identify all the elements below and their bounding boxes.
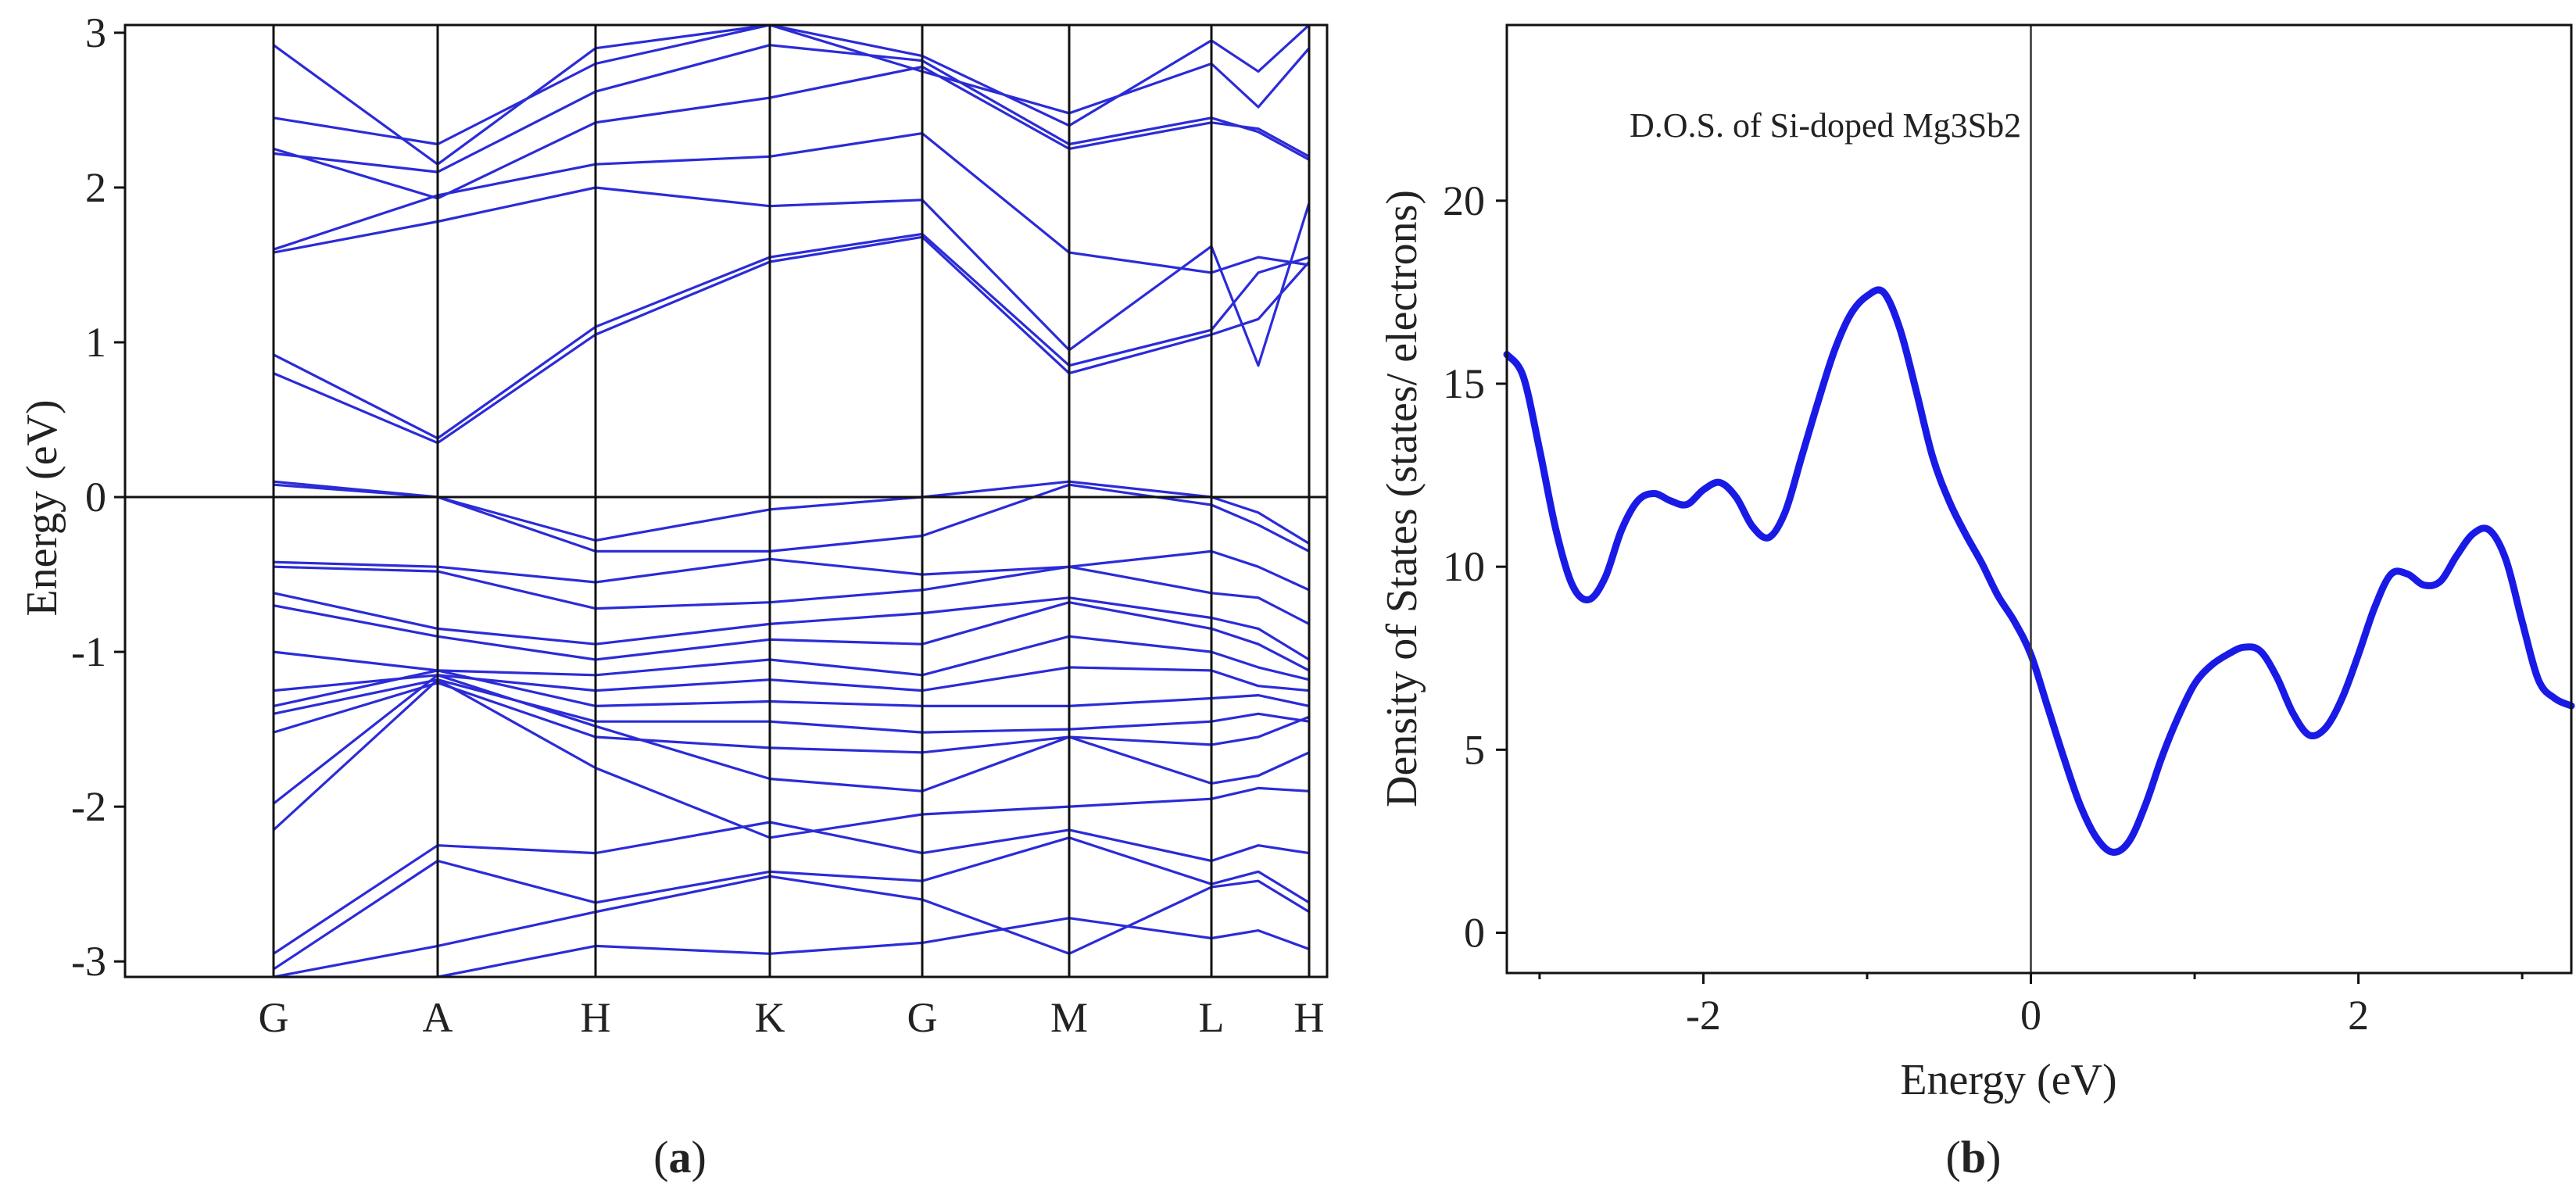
band-y-tick-label-1: 2: [85, 164, 106, 211]
panel-a-caption-close: ): [692, 1132, 707, 1182]
panel-b-caption-letter: b: [1961, 1132, 1986, 1182]
dos-annotation-title: D.O.S. of Si-doped Mg3Sb2: [1630, 106, 2021, 145]
dos-y-tick-label-1: 5: [1464, 726, 1485, 773]
dos-y-ticks: 0 5 10 15 20: [1443, 177, 1507, 956]
k-point-label-2: H: [581, 994, 611, 1041]
band-y-tick-label-0: 3: [85, 9, 106, 56]
panel-a-caption-letter: a: [669, 1132, 692, 1182]
k-point-label-1: A: [423, 994, 453, 1041]
band-plot-frame: [123, 23, 1329, 978]
panel-a-caption: (a): [653, 1132, 707, 1182]
band-line-vb4: [273, 565, 1310, 625]
band-y-tick-label-6: -3: [71, 938, 106, 985]
dos-y-tick-label-3: 15: [1443, 360, 1485, 407]
dos-x-tick-label-0: -2: [1686, 992, 1721, 1039]
dos-x-tick-label-1: 0: [2020, 992, 2041, 1039]
k-point-label-5: M: [1050, 994, 1088, 1041]
k-point-label-6: L: [1199, 994, 1225, 1041]
band-line-cb3: [273, 186, 1311, 367]
dos-x-ticks: -2 0 2: [1538, 973, 2524, 1039]
dos-plot-frame: [1505, 23, 2573, 975]
band-line-vb6: [273, 601, 1310, 672]
dos-y-tick-label-4: 20: [1443, 177, 1485, 224]
k-point-label-3: K: [755, 994, 785, 1041]
k-point-lines: [272, 25, 1311, 977]
band-y-tick-label-4: -1: [71, 628, 106, 675]
dos-y-tick-label-0: 0: [1464, 909, 1485, 956]
dos-curve: [1503, 286, 2575, 856]
band-y-tick-label-5: -2: [71, 783, 106, 830]
panel-b-caption-close: ): [1986, 1132, 2001, 1182]
dos-y-axis-title: Density of States (states/ electrons): [1378, 190, 1426, 807]
band-line-vb5: [273, 592, 1310, 661]
band-y-ticks: 3 2 1 0 -1 -2 -3: [71, 9, 125, 985]
dos-x-axis-title: Energy (eV): [1900, 1056, 2116, 1104]
k-point-label-7: H: [1294, 994, 1325, 1041]
band-lines: [272, 23, 1311, 978]
band-line-vb11: [273, 681, 1310, 754]
band-y-tick-label-2: 1: [85, 319, 106, 366]
band-line-vb2: [273, 483, 1310, 553]
band-line-vb12: [273, 674, 1310, 805]
band-y-tick-label-3: 0: [85, 474, 106, 521]
dos-y-tick-label-2: 10: [1443, 543, 1485, 590]
band-line-cb7: [273, 23, 1311, 146]
band-line-cb5: [273, 65, 1310, 200]
band-y-axis-title: Energy (eV): [18, 399, 66, 616]
dos-x-tick-label-2: 2: [2348, 992, 2369, 1039]
band-structure-panel: 3 2 1 0 -1 -2 -3 G A H K G M L H Energy (eV) (a): [18, 9, 1329, 1182]
panel-a-caption-open: (: [653, 1132, 668, 1182]
band-line-vb1: [273, 480, 1310, 545]
band-line-cb1: [273, 235, 1311, 445]
band-line-vb13: [272, 678, 1310, 839]
band-line-vb15: [273, 836, 1310, 971]
panel-b-caption: (b): [1946, 1132, 2002, 1182]
k-point-label-0: G: [259, 994, 289, 1041]
band-line-vb14: [273, 821, 1310, 955]
band-line-cb4: [273, 132, 1310, 274]
k-point-label-4: G: [907, 994, 938, 1041]
panel-b-caption-open: (: [1946, 1132, 1961, 1182]
band-line-vb16: [273, 875, 1310, 978]
dos-series: [1503, 286, 2575, 856]
